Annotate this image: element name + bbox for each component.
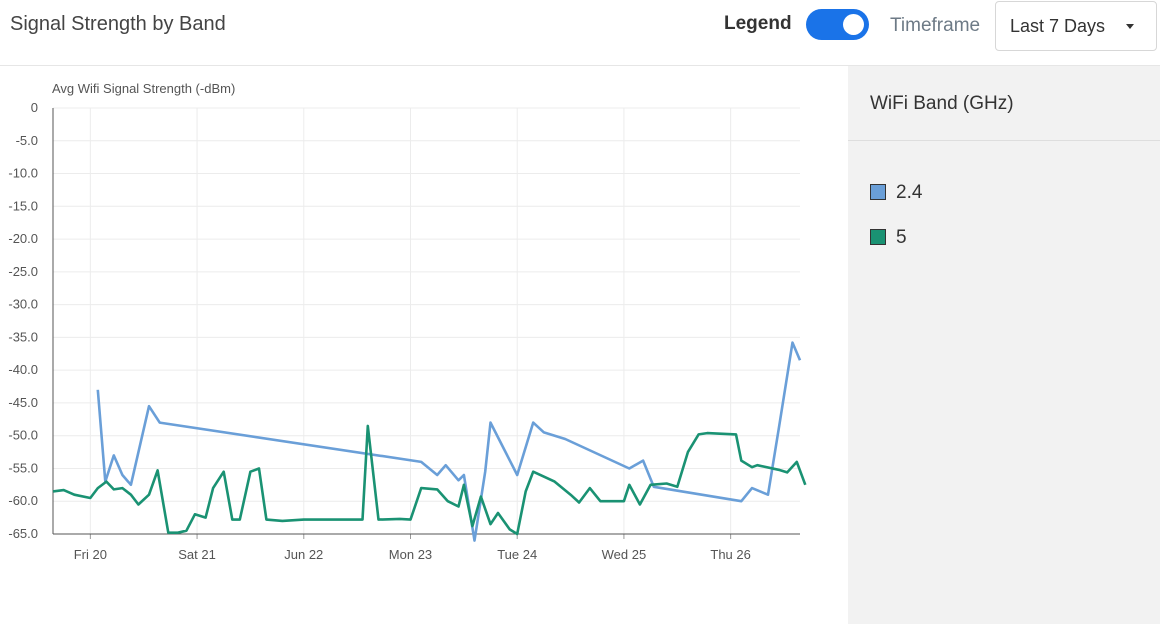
series-line-2-4: [96, 341, 802, 542]
y-tick-label: -10.0: [8, 166, 38, 181]
x-tick-label: Wed 25: [602, 547, 647, 562]
x-tick-label: Sat 21: [178, 547, 216, 562]
y-tick-label: -65.0: [8, 526, 38, 541]
x-tick-label: Jun 22: [284, 547, 323, 562]
header-bar: Signal Strength by Band Legend Timeframe…: [0, 0, 1160, 66]
legend-swatch-5: [870, 229, 886, 245]
legend-panel: WiFi Band (GHz) 2.4 5: [848, 66, 1160, 624]
y-tick-label: -60.0: [8, 493, 38, 508]
x-tick-label: Fri 20: [74, 547, 107, 562]
y-tick-label: -30.0: [8, 297, 38, 312]
y-tick-label: -5.0: [16, 133, 38, 148]
page-title: Signal Strength by Band: [10, 13, 226, 35]
y-tick-label: 0: [31, 100, 38, 115]
y-tick-label: -15.0: [8, 198, 38, 213]
axis-layer: 0 -5.0 -10.0 -15.0 -20.0 -25.0 -30.0 -35.0 -40.0…: [8, 100, 800, 562]
y-tick-label: -25.0: [8, 264, 38, 279]
y-tick-label: -40.0: [8, 362, 38, 377]
timeframe-label: Timeframe: [890, 15, 981, 36]
y-tick-label: -55.0: [8, 460, 38, 475]
grid-layer: [53, 107, 800, 534]
y-tick-label: -50.0: [8, 428, 38, 443]
y-tick-label: -35.0: [8, 329, 38, 344]
x-tick-label: Thu 26: [710, 547, 750, 562]
series-layer: [52, 341, 807, 542]
legend-divider: [848, 140, 1160, 141]
legend-toggle-label: Legend: [724, 13, 792, 34]
legend-title: WiFi Band (GHz): [870, 93, 1014, 114]
x-tick-label: Tue 24: [497, 547, 537, 562]
legend-label-5: 5: [896, 227, 907, 248]
y-tick-label: -20.0: [8, 231, 38, 246]
legend-label-2-4: 2.4: [896, 182, 923, 203]
y-tick-label: -45.0: [8, 395, 38, 410]
toggle-knob: [843, 14, 864, 35]
legend-toggle[interactable]: [806, 9, 869, 40]
y-axis-title: Avg Wifi Signal Strength (-dBm): [52, 81, 235, 96]
signal-strength-chart: 0 -5.0 -10.0 -15.0 -20.0 -25.0 -30.0 -35.0 -40.0…: [8, 81, 807, 562]
timeframe-value: Last 7 Days: [1010, 16, 1106, 36]
x-tick-label: Mon 23: [389, 547, 432, 562]
caret-down-icon: [1126, 24, 1134, 29]
legend-swatch-2-4: [870, 184, 886, 200]
series-line-5: [52, 424, 807, 536]
timeframe-select[interactable]: Last 7 Days: [995, 1, 1157, 51]
